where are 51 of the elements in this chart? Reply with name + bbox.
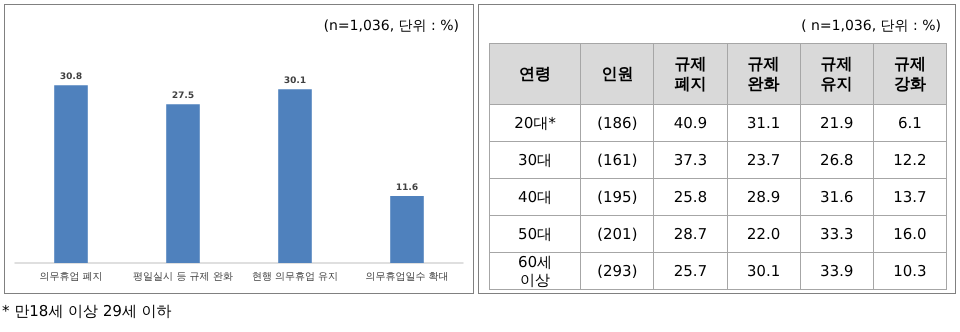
data-label: 25.7 (654, 252, 727, 290)
x-tick-label: 현행 의무휴업 유지 (252, 272, 338, 283)
data-label: 31.6 (800, 178, 874, 216)
data-label: 16.0 (873, 216, 946, 252)
data-label: 28.7 (654, 216, 727, 252)
data-label: 25.8 (654, 178, 727, 216)
chart-subtitle: (n=1,036, 단위 : %) (324, 17, 459, 35)
data-label: 12.2 (873, 142, 946, 178)
data-label: 10.3 (873, 252, 946, 290)
chart-subtitle: ( n=1,036, 단위 : %) (801, 17, 941, 35)
x-tick-label: 의무휴업일수 확대 (365, 272, 449, 283)
data-label: 6.1 (873, 104, 946, 142)
text: * 만18세 이상 29세 이하 (2, 302, 172, 321)
x-tick-label: 규제 폐지 (654, 44, 727, 104)
data-label: 37.3 (654, 142, 727, 178)
data-label: 11.6 (396, 182, 418, 193)
y-tick-label: 60세 이상 (490, 252, 581, 290)
data-label: 13.7 (873, 178, 946, 216)
x-tick-label: 인원 (580, 44, 654, 104)
data-label: 22.0 (727, 216, 800, 252)
y-tick-label: 30대 (490, 142, 581, 178)
data-label: 26.8 (800, 142, 874, 178)
y-axis-title: 연령 (490, 44, 581, 104)
data-label: 30.1 (727, 252, 800, 290)
data-label: 30.1 (284, 76, 306, 86)
bar (278, 89, 312, 263)
data-label: 28.9 (727, 178, 800, 216)
data-label: (201) (580, 216, 654, 252)
data-label: (161) (580, 142, 654, 178)
data-label: (293) (580, 252, 654, 290)
x-tick-label: 규제 완화 (727, 44, 800, 104)
data-label: 21.9 (800, 104, 874, 142)
data-label: 40.9 (654, 104, 727, 142)
data-label: (195) (580, 178, 654, 216)
data-label: 33.9 (800, 252, 874, 290)
x-tick-label: 규제 유지 (800, 44, 874, 104)
data-label: 23.7 (727, 142, 800, 178)
bar (166, 104, 200, 263)
y-tick-label: 20대* (490, 104, 581, 142)
data-label: 33.3 (800, 216, 874, 252)
data-label: (186) (580, 104, 654, 142)
data-label: 31.1 (727, 104, 800, 142)
x-tick-label: 의무휴업 폐지 (39, 272, 103, 283)
y-tick-label: 50대 (490, 216, 581, 252)
data-label: 30.8 (60, 72, 82, 82)
bar (390, 196, 424, 263)
y-tick-label: 40대 (490, 178, 581, 216)
data-label: 27.5 (172, 91, 194, 102)
bar (54, 85, 88, 263)
x-tick-label: 규제 강화 (873, 44, 946, 104)
x-tick-label: 평일실시 등 규제 완화 (133, 272, 233, 283)
